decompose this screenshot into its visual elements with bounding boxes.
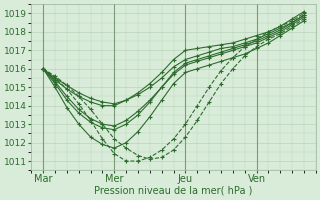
X-axis label: Pression niveau de la mer( hPa ): Pression niveau de la mer( hPa ) [94,186,253,196]
